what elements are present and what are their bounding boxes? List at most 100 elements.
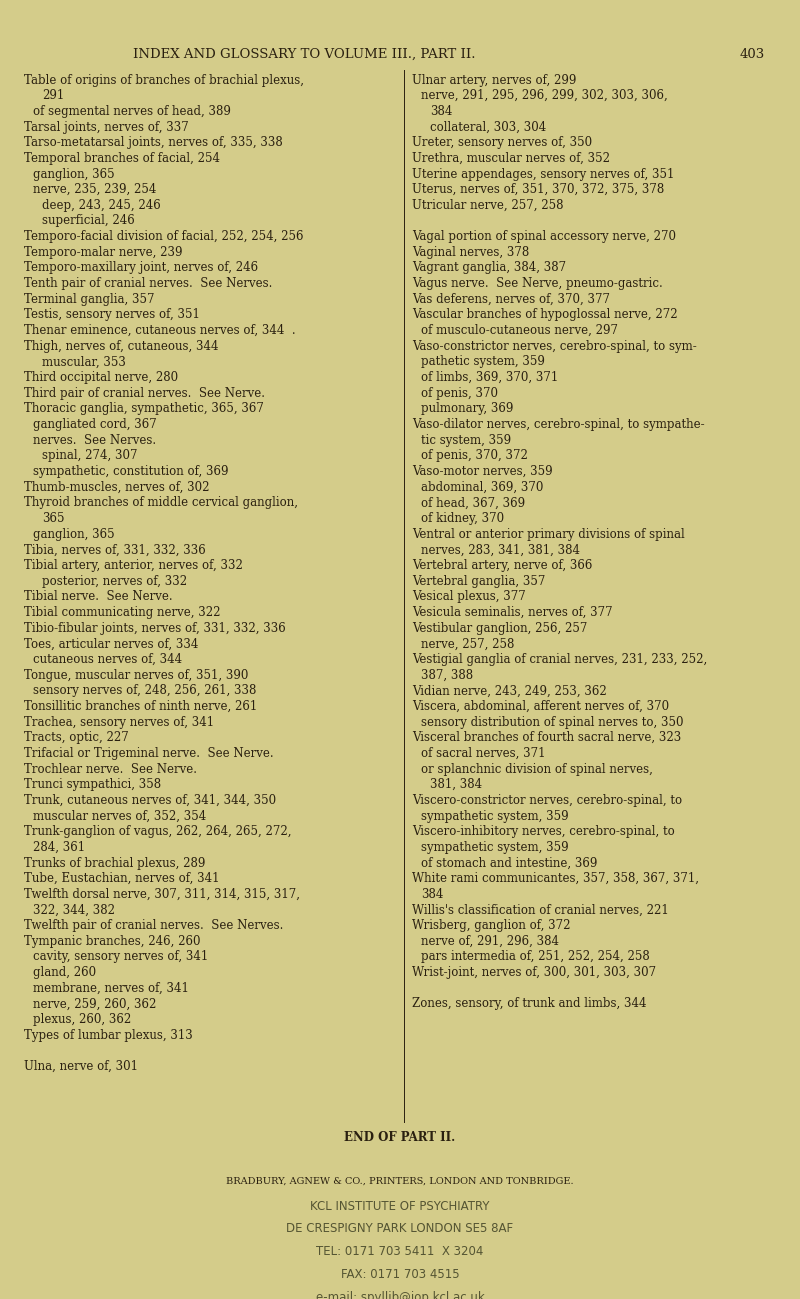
Text: sensory nerves of, 248, 256, 261, 338: sensory nerves of, 248, 256, 261, 338 (33, 685, 256, 698)
Text: tic system, 359: tic system, 359 (421, 434, 511, 447)
Text: Vestigial ganglia of cranial nerves, 231, 233, 252,: Vestigial ganglia of cranial nerves, 231… (412, 653, 707, 666)
Text: BRADBURY, AGNEW & CO., PRINTERS, LONDON AND TONBRIDGE.: BRADBURY, AGNEW & CO., PRINTERS, LONDON … (226, 1177, 574, 1186)
Text: Thigh, nerves of, cutaneous, 344: Thigh, nerves of, cutaneous, 344 (24, 340, 218, 353)
Text: of stomach and intestine, 369: of stomach and intestine, 369 (421, 856, 598, 869)
Text: Vestibular ganglion, 256, 257: Vestibular ganglion, 256, 257 (412, 622, 587, 635)
Text: of penis, 370: of penis, 370 (421, 387, 498, 400)
Text: Tibial communicating nerve, 322: Tibial communicating nerve, 322 (24, 605, 221, 620)
Text: Tibial artery, anterior, nerves of, 332: Tibial artery, anterior, nerves of, 332 (24, 559, 243, 572)
Text: Tenth pair of cranial nerves.  See Nerves.: Tenth pair of cranial nerves. See Nerves… (24, 277, 272, 290)
Text: Vertebral artery, nerve of, 366: Vertebral artery, nerve of, 366 (412, 559, 592, 572)
Text: Utricular nerve, 257, 258: Utricular nerve, 257, 258 (412, 199, 563, 212)
Text: Wrisberg, ganglion of, 372: Wrisberg, ganglion of, 372 (412, 920, 570, 933)
Text: Temporal branches of facial, 254: Temporal branches of facial, 254 (24, 152, 220, 165)
Text: nerve, 235, 239, 254: nerve, 235, 239, 254 (33, 183, 156, 196)
Text: Thyroid branches of middle cervical ganglion,: Thyroid branches of middle cervical gang… (24, 496, 298, 509)
Text: Ventral or anterior primary divisions of spinal: Ventral or anterior primary divisions of… (412, 527, 685, 540)
Text: Tarsal joints, nerves of, 337: Tarsal joints, nerves of, 337 (24, 121, 189, 134)
Text: pulmonary, 369: pulmonary, 369 (421, 403, 514, 416)
Text: or splanchnic division of spinal nerves,: or splanchnic division of spinal nerves, (421, 763, 653, 776)
Text: gland, 260: gland, 260 (33, 966, 96, 979)
Text: of penis, 370, 372: of penis, 370, 372 (421, 449, 528, 462)
Text: Third occipital nerve, 280: Third occipital nerve, 280 (24, 372, 178, 385)
Text: Trunks of brachial plexus, 289: Trunks of brachial plexus, 289 (24, 856, 206, 869)
Text: Urethra, muscular nerves of, 352: Urethra, muscular nerves of, 352 (412, 152, 610, 165)
Text: plexus, 260, 362: plexus, 260, 362 (33, 1013, 131, 1026)
Text: nerves.  See Nerves.: nerves. See Nerves. (33, 434, 156, 447)
Text: membrane, nerves of, 341: membrane, nerves of, 341 (33, 982, 189, 995)
Text: Tibial nerve.  See Nerve.: Tibial nerve. See Nerve. (24, 590, 173, 603)
Text: Willis's classification of cranial nerves, 221: Willis's classification of cranial nerve… (412, 904, 669, 917)
Text: muscular, 353: muscular, 353 (42, 356, 126, 369)
Text: Trochlear nerve.  See Nerve.: Trochlear nerve. See Nerve. (24, 763, 197, 776)
Text: sensory distribution of spinal nerves to, 350: sensory distribution of spinal nerves to… (421, 716, 683, 729)
Text: Visceral branches of fourth sacral nerve, 323: Visceral branches of fourth sacral nerve… (412, 731, 682, 744)
Text: nerve, 259, 260, 362: nerve, 259, 260, 362 (33, 998, 156, 1011)
Text: Temporo-malar nerve, 239: Temporo-malar nerve, 239 (24, 246, 182, 259)
Text: ganglion, 365: ganglion, 365 (33, 527, 114, 540)
Text: Terminal ganglia, 357: Terminal ganglia, 357 (24, 292, 154, 305)
Text: nerve of, 291, 296, 384: nerve of, 291, 296, 384 (421, 935, 559, 948)
Text: Vascular branches of hypoglossal nerve, 272: Vascular branches of hypoglossal nerve, … (412, 308, 678, 321)
Text: Ulna, nerve of, 301: Ulna, nerve of, 301 (24, 1060, 138, 1073)
Text: pars intermedia of, 251, 252, 254, 258: pars intermedia of, 251, 252, 254, 258 (421, 951, 650, 964)
Text: 384: 384 (430, 105, 452, 118)
Text: of head, 367, 369: of head, 367, 369 (421, 496, 525, 509)
Text: Table of origins of branches of brachial plexus,: Table of origins of branches of brachial… (24, 74, 304, 87)
Text: Trunk, cutaneous nerves of, 341, 344, 350: Trunk, cutaneous nerves of, 341, 344, 35… (24, 794, 276, 807)
Text: Tympanic branches, 246, 260: Tympanic branches, 246, 260 (24, 935, 201, 948)
Text: Vas deferens, nerves of, 370, 377: Vas deferens, nerves of, 370, 377 (412, 292, 610, 305)
Text: Tongue, muscular nerves of, 351, 390: Tongue, muscular nerves of, 351, 390 (24, 669, 248, 682)
Text: 322, 344, 382: 322, 344, 382 (33, 904, 115, 917)
Text: Tonsillitic branches of ninth nerve, 261: Tonsillitic branches of ninth nerve, 261 (24, 700, 258, 713)
Text: superficial, 246: superficial, 246 (42, 214, 134, 227)
Text: nerves, 283, 341, 381, 384: nerves, 283, 341, 381, 384 (421, 543, 580, 556)
Text: pathetic system, 359: pathetic system, 359 (421, 356, 545, 369)
Text: Tibia, nerves of, 331, 332, 336: Tibia, nerves of, 331, 332, 336 (24, 543, 206, 556)
Text: Vertebral ganglia, 357: Vertebral ganglia, 357 (412, 574, 546, 587)
Text: Twelfth dorsal nerve, 307, 311, 314, 315, 317,: Twelfth dorsal nerve, 307, 311, 314, 315… (24, 887, 300, 900)
Text: END OF PART II.: END OF PART II. (344, 1131, 456, 1144)
Text: of musculo-cutaneous nerve, 297: of musculo-cutaneous nerve, 297 (421, 323, 618, 338)
Text: Vesicula seminalis, nerves of, 377: Vesicula seminalis, nerves of, 377 (412, 605, 613, 620)
Text: Trifacial or Trigeminal nerve.  See Nerve.: Trifacial or Trigeminal nerve. See Nerve… (24, 747, 274, 760)
Text: sympathetic, constitution of, 369: sympathetic, constitution of, 369 (33, 465, 229, 478)
Text: 381, 384: 381, 384 (430, 778, 482, 791)
Text: Vagus nerve.  See Nerve, pneumo-gastric.: Vagus nerve. See Nerve, pneumo-gastric. (412, 277, 662, 290)
Text: DE CRESPIGNY PARK LONDON SE5 8AF: DE CRESPIGNY PARK LONDON SE5 8AF (286, 1222, 514, 1235)
Text: Zones, sensory, of trunk and limbs, 344: Zones, sensory, of trunk and limbs, 344 (412, 998, 646, 1011)
Text: spinal, 274, 307: spinal, 274, 307 (42, 449, 138, 462)
Text: cavity, sensory nerves of, 341: cavity, sensory nerves of, 341 (33, 951, 208, 964)
Text: Temporo-facial division of facial, 252, 254, 256: Temporo-facial division of facial, 252, … (24, 230, 303, 243)
Text: INDEX AND GLOSSARY TO VOLUME III., PART II.: INDEX AND GLOSSARY TO VOLUME III., PART … (133, 48, 475, 61)
Text: Twelfth pair of cranial nerves.  See Nerves.: Twelfth pair of cranial nerves. See Nerv… (24, 920, 283, 933)
Text: Trunk-ganglion of vagus, 262, 264, 265, 272,: Trunk-ganglion of vagus, 262, 264, 265, … (24, 825, 291, 838)
Text: collateral, 303, 304: collateral, 303, 304 (430, 121, 546, 134)
Text: 403: 403 (739, 48, 765, 61)
Text: of limbs, 369, 370, 371: of limbs, 369, 370, 371 (421, 372, 558, 385)
Text: Toes, articular nerves of, 334: Toes, articular nerves of, 334 (24, 638, 198, 651)
Text: Ulnar artery, nerves of, 299: Ulnar artery, nerves of, 299 (412, 74, 576, 87)
Text: Ureter, sensory nerves of, 350: Ureter, sensory nerves of, 350 (412, 136, 592, 149)
Text: Viscero-constrictor nerves, cerebro-spinal, to: Viscero-constrictor nerves, cerebro-spin… (412, 794, 682, 807)
Text: muscular nerves of, 352, 354: muscular nerves of, 352, 354 (33, 809, 206, 822)
Text: nerve, 257, 258: nerve, 257, 258 (421, 638, 514, 651)
Text: Tracts, optic, 227: Tracts, optic, 227 (24, 731, 129, 744)
Text: Vaso-motor nerves, 359: Vaso-motor nerves, 359 (412, 465, 553, 478)
Text: 284, 361: 284, 361 (33, 840, 85, 853)
Text: 291: 291 (42, 90, 64, 103)
Text: cutaneous nerves of, 344: cutaneous nerves of, 344 (33, 653, 182, 666)
Text: KCL INSTITUTE OF PSYCHIATRY: KCL INSTITUTE OF PSYCHIATRY (310, 1199, 490, 1212)
Text: Uterine appendages, sensory nerves of, 351: Uterine appendages, sensory nerves of, 3… (412, 168, 674, 181)
Text: 384: 384 (421, 887, 443, 900)
Text: Trachea, sensory nerves of, 341: Trachea, sensory nerves of, 341 (24, 716, 214, 729)
Text: FAX: 0171 703 4515: FAX: 0171 703 4515 (341, 1268, 459, 1281)
Text: e-mail: spyllib@iop.kcl.ac.uk: e-mail: spyllib@iop.kcl.ac.uk (316, 1291, 484, 1299)
Text: Thoracic ganglia, sympathetic, 365, 367: Thoracic ganglia, sympathetic, 365, 367 (24, 403, 264, 416)
Text: Third pair of cranial nerves.  See Nerve.: Third pair of cranial nerves. See Nerve. (24, 387, 265, 400)
Text: of segmental nerves of head, 389: of segmental nerves of head, 389 (33, 105, 231, 118)
Text: Vaso-constrictor nerves, cerebro-spinal, to sym-: Vaso-constrictor nerves, cerebro-spinal,… (412, 340, 697, 353)
Text: Types of lumbar plexus, 313: Types of lumbar plexus, 313 (24, 1029, 193, 1042)
Text: Thumb-muscles, nerves of, 302: Thumb-muscles, nerves of, 302 (24, 481, 210, 494)
Text: Vaso-dilator nerves, cerebro-spinal, to sympathe-: Vaso-dilator nerves, cerebro-spinal, to … (412, 418, 705, 431)
